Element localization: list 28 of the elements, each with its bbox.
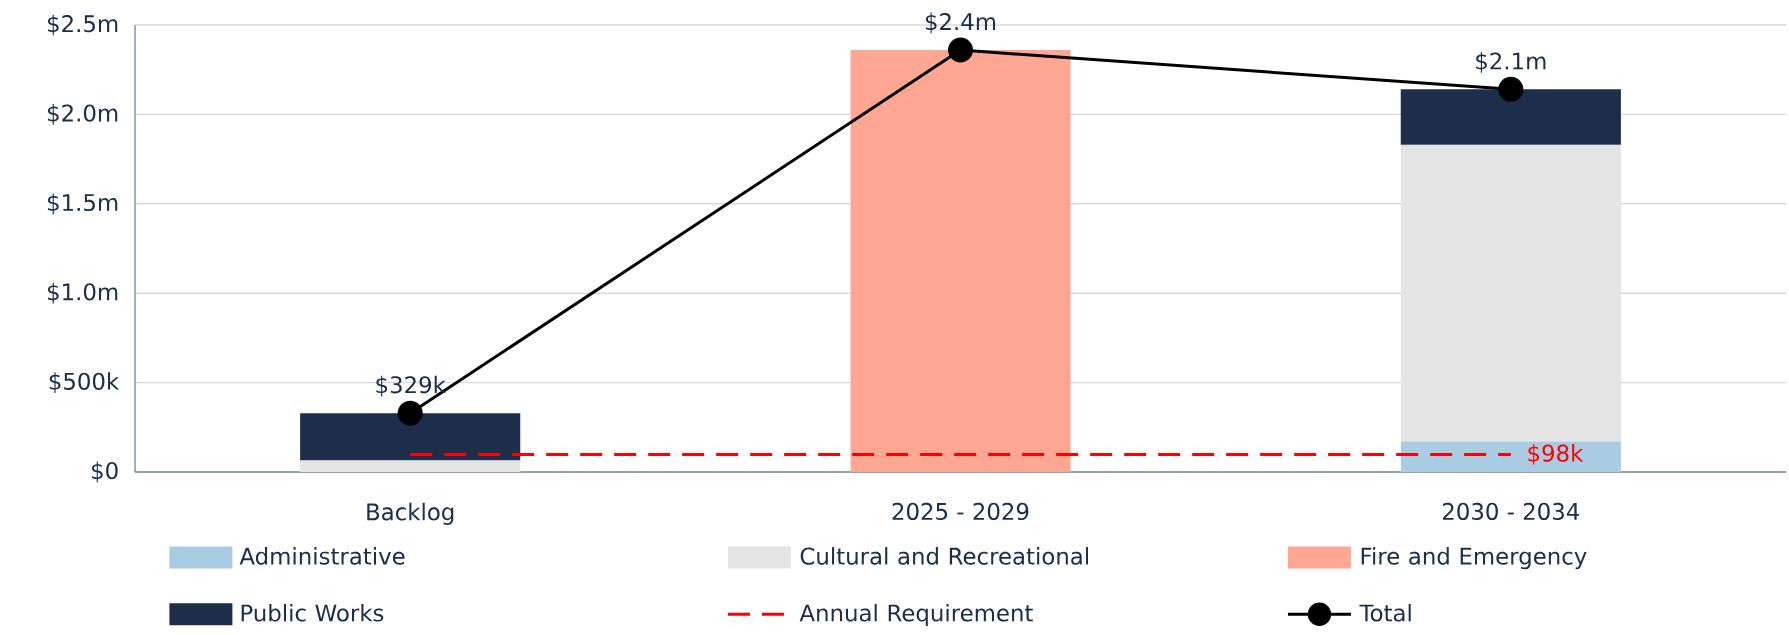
y-tick-label: $1.5m (47, 193, 118, 215)
bar (850, 50, 1071, 472)
bar (1400, 441, 1621, 472)
legend-label: Total (1359, 603, 1411, 622)
legend-label: Public Works (241, 603, 384, 622)
bar (1400, 89, 1621, 145)
data-label: $2.4m (925, 12, 996, 34)
legend-label: Fire and Emergency (1361, 547, 1587, 570)
legend-label: Administrative (239, 547, 405, 565)
point (1498, 76, 1524, 102)
bar (300, 413, 521, 461)
point (948, 37, 974, 63)
y-tick-label: $2.5m (47, 14, 118, 36)
legend-label: Cultural and Recreational (800, 547, 1088, 565)
x-tick-label: 2030 - 2034 (1442, 502, 1579, 521)
bar (1400, 144, 1621, 442)
bar (300, 460, 521, 472)
data-label: $329k (376, 375, 446, 397)
data-label: $98k (1528, 444, 1584, 465)
x-tick-label: Backlog (367, 502, 454, 525)
y-tick-label: $1.0m (47, 282, 118, 304)
legend-label: Annual Requirement (799, 603, 1033, 627)
point (397, 400, 423, 426)
y-tick-label: $2.0m (47, 104, 118, 125)
y-tick-label: $0 (92, 461, 118, 483)
data-label: $2.1m (1476, 51, 1546, 73)
x-tick-label: 2025 - 2029 (892, 502, 1029, 521)
y-tick-label: $500k (49, 372, 120, 393)
